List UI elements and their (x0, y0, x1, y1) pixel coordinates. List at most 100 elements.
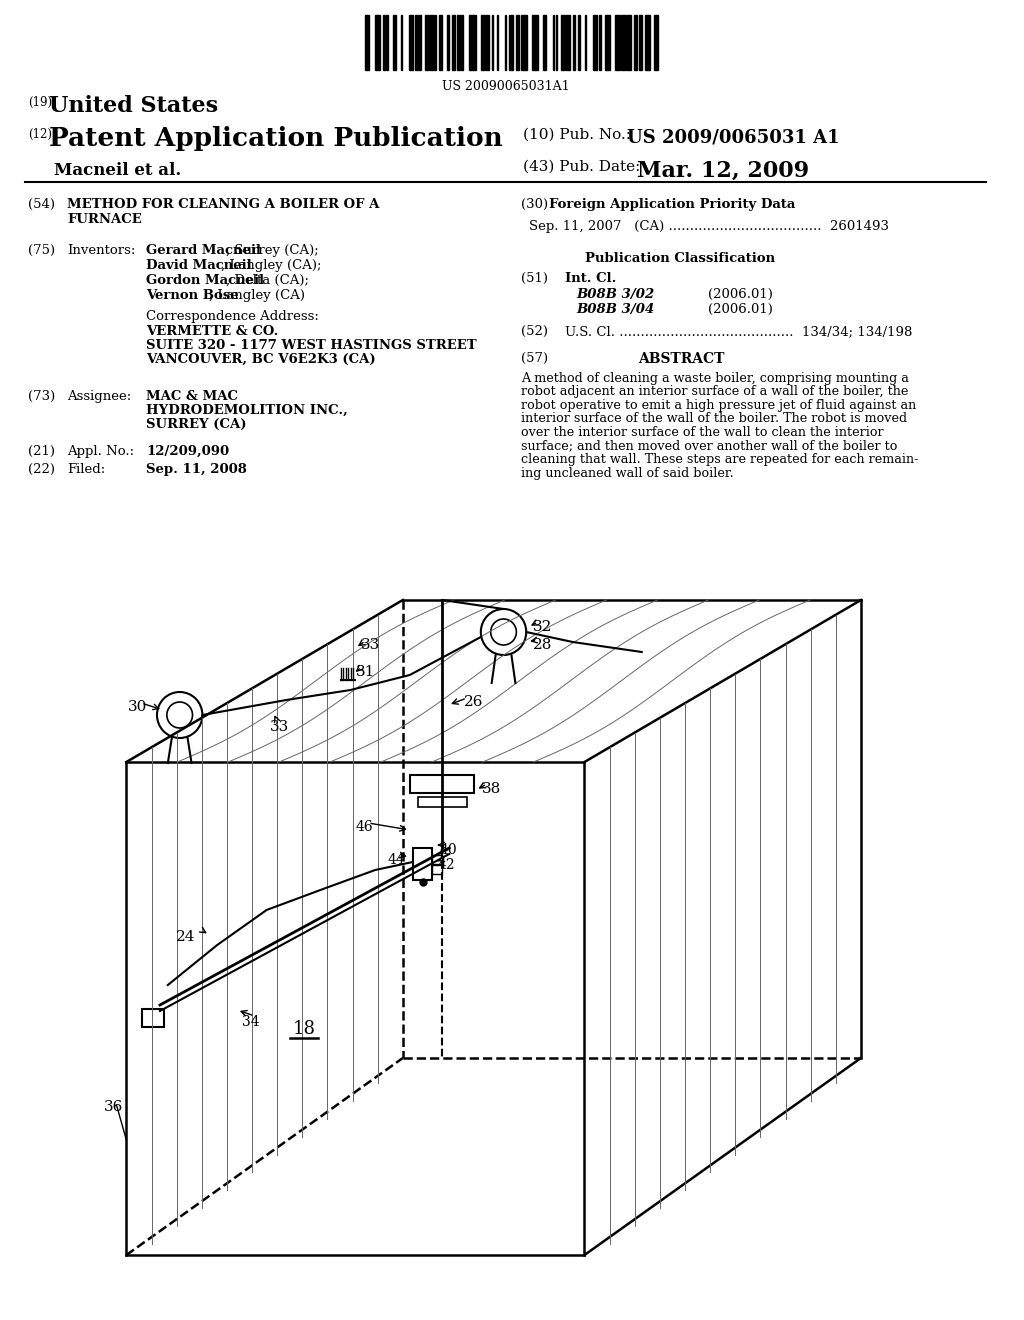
Bar (543, 15, 546, 70)
Text: Foreign Application Priority Data: Foreign Application Priority Data (549, 198, 796, 211)
Text: ABSTRACT: ABSTRACT (638, 352, 724, 366)
Text: 32: 32 (534, 620, 553, 634)
Bar (634, 15, 638, 70)
Bar (413, 847, 432, 880)
Text: 34: 34 (242, 1015, 259, 1030)
Text: surface; and then moved over another wall of the boiler to: surface; and then moved over another wal… (521, 440, 898, 453)
Bar (418, 15, 421, 70)
Text: over the interior surface of the wall to clean the interior: over the interior surface of the wall to… (521, 426, 884, 440)
Text: 40: 40 (439, 843, 457, 857)
Bar (520, 15, 527, 70)
Bar (639, 15, 642, 70)
Text: , Surrey (CA);: , Surrey (CA); (226, 244, 319, 257)
Text: Sep. 11, 2008: Sep. 11, 2008 (146, 463, 247, 477)
Text: 46: 46 (355, 820, 373, 834)
Bar (505, 15, 506, 70)
Circle shape (481, 609, 526, 655)
Text: (52): (52) (521, 325, 548, 338)
Text: (75): (75) (28, 244, 54, 257)
Text: United States: United States (49, 95, 218, 117)
Bar (485, 15, 488, 70)
Bar (573, 15, 575, 70)
Bar (509, 15, 513, 70)
Bar (409, 15, 414, 70)
Text: Int. Cl.: Int. Cl. (565, 272, 616, 285)
Bar (400, 15, 402, 70)
Bar (556, 15, 557, 70)
Text: (2006.01): (2006.01) (708, 288, 773, 301)
Text: Vernon Bose: Vernon Bose (146, 289, 239, 302)
Text: interior surface of the wall of the boiler. The robot is moved: interior surface of the wall of the boil… (521, 412, 907, 425)
Text: David Macneil: David Macneil (146, 259, 252, 272)
Bar (375, 15, 380, 70)
Text: METHOD FOR CLEANING A BOILER OF A: METHOD FOR CLEANING A BOILER OF A (68, 198, 380, 211)
Bar (452, 15, 455, 70)
Circle shape (167, 702, 193, 729)
Text: A method of cleaning a waste boiler, comprising mounting a: A method of cleaning a waste boiler, com… (521, 372, 909, 385)
Text: (19): (19) (28, 96, 52, 110)
Text: 30: 30 (128, 700, 147, 714)
Bar (439, 15, 442, 70)
Text: VERMETTE & CO.: VERMETTE & CO. (146, 325, 279, 338)
Text: MAC & MAC: MAC & MAC (146, 389, 239, 403)
Text: 12/209,090: 12/209,090 (146, 445, 229, 458)
Text: Publication Classification: Publication Classification (586, 252, 775, 265)
Text: robot adjacent an interior surface of a wall of the boiler, the: robot adjacent an interior surface of a … (521, 385, 908, 399)
Bar (432, 855, 442, 865)
Bar (585, 15, 587, 70)
Bar (553, 15, 554, 70)
Text: FURNACE: FURNACE (68, 213, 142, 226)
Text: , Langley (CA);: , Langley (CA); (220, 259, 322, 272)
Text: SURREY (CA): SURREY (CA) (146, 418, 247, 432)
Text: 28: 28 (534, 638, 553, 652)
Text: Gerard Macneil: Gerard Macneil (146, 244, 261, 257)
Bar (469, 15, 476, 70)
Text: Macneil et al.: Macneil et al. (54, 162, 181, 180)
Bar (645, 15, 650, 70)
Bar (565, 15, 570, 70)
Bar (579, 15, 580, 70)
Text: VANCOUVER, BC V6E2K3 (CA): VANCOUVER, BC V6E2K3 (CA) (146, 352, 376, 366)
Bar (593, 15, 597, 70)
Text: (2006.01): (2006.01) (708, 304, 773, 315)
Bar (561, 15, 564, 70)
Bar (386, 15, 388, 70)
Text: 36: 36 (103, 1100, 123, 1114)
Bar (531, 15, 539, 70)
Text: (57): (57) (521, 352, 549, 366)
Bar (383, 15, 385, 70)
Bar (462, 15, 463, 70)
Bar (653, 15, 658, 70)
Text: 31: 31 (355, 665, 375, 678)
Circle shape (490, 619, 516, 645)
Bar (392, 15, 395, 70)
Text: cleaning that wall. These steps are repeated for each remain-: cleaning that wall. These steps are repe… (521, 453, 919, 466)
Bar (434, 15, 436, 70)
Text: (21): (21) (28, 445, 54, 458)
Text: B08B 3/04: B08B 3/04 (577, 304, 655, 315)
Bar (142, 1008, 164, 1027)
Bar (425, 15, 428, 70)
Bar (429, 15, 432, 70)
Bar (432, 865, 442, 874)
Bar (418, 797, 467, 807)
Text: Mar. 12, 2009: Mar. 12, 2009 (637, 160, 809, 182)
Circle shape (157, 692, 203, 738)
Text: Correspondence Address:: Correspondence Address: (146, 310, 319, 323)
Text: 24: 24 (176, 931, 196, 944)
Bar (415, 15, 417, 70)
Text: 44: 44 (388, 853, 406, 867)
Bar (497, 15, 499, 70)
Text: (22): (22) (28, 463, 54, 477)
Bar (622, 15, 625, 70)
Text: Inventors:: Inventors: (68, 244, 135, 257)
Text: Assignee:: Assignee: (68, 389, 131, 403)
Bar (446, 15, 449, 70)
Text: US 2009/0065031 A1: US 2009/0065031 A1 (627, 128, 840, 147)
Text: HYDRODEMOLITION INC.,: HYDRODEMOLITION INC., (146, 404, 348, 417)
Text: Sep. 11, 2007   (CA) ....................................  2601493: Sep. 11, 2007 (CA) .....................… (529, 220, 889, 234)
Text: U.S. Cl. .........................................  134/34; 134/198: U.S. Cl. ...............................… (565, 325, 912, 338)
Text: 18: 18 (293, 1020, 315, 1038)
Text: 33: 33 (269, 719, 289, 734)
Bar (457, 15, 460, 70)
